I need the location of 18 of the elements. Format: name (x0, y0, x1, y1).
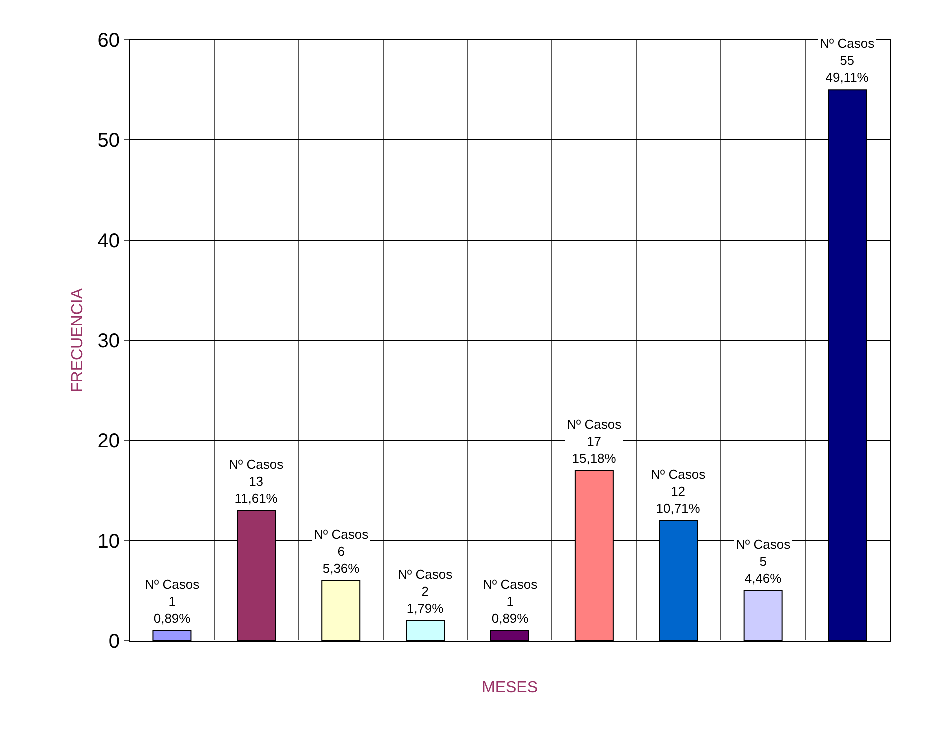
y-tick-label: 40 (98, 230, 120, 252)
y-tick-label: 20 (98, 430, 120, 453)
y-tick-label: 50 (98, 130, 120, 152)
y-tick-label: 0 (108, 631, 120, 653)
y-axis-title: FRECUENCIA (70, 288, 87, 393)
data-label: Nº Casos 17 15,18% (567, 417, 622, 466)
data-label: Nº Casos 1 0,89% (483, 577, 538, 626)
y-tick-label: 60 (98, 30, 120, 52)
x-axis-title: MESES (482, 680, 538, 697)
data-label: Nº Casos 5 4,46% (736, 537, 792, 586)
y-tick-label: 10 (98, 530, 120, 553)
y-tick-label: 30 (98, 330, 120, 352)
data-label: Nº Casos 12 10,71% (651, 467, 706, 516)
data-label: Nº Casos 13 11,61% (229, 457, 284, 506)
data-label: Nº Casos 6 5,36% (314, 527, 370, 576)
data-label: Nº Casos 55 49,11% (820, 36, 876, 85)
data-label: Nº Casos 1 0,89% (145, 577, 200, 626)
data-label: Nº Casos 2 1,79% (398, 567, 454, 616)
